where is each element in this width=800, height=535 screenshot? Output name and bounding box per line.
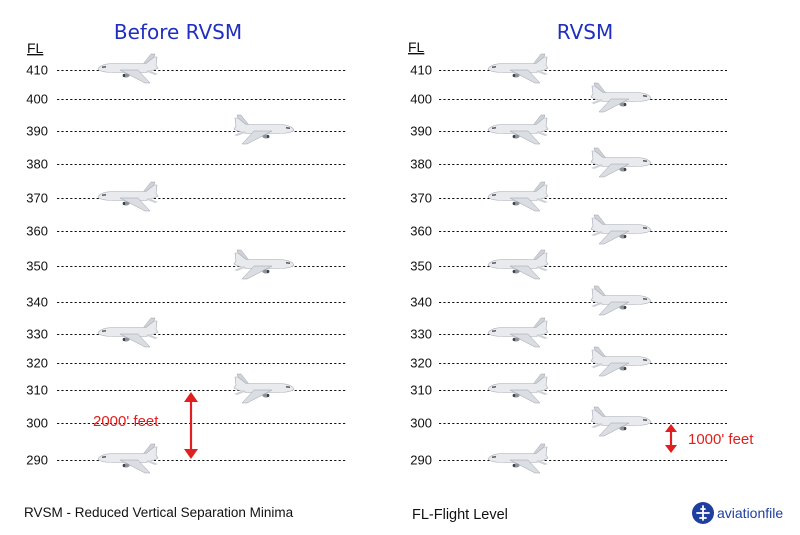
flight-level-row: 310 [26, 374, 346, 403]
flight-level-label: 350 [410, 259, 432, 274]
airplane-eastbound-icon [234, 374, 294, 403]
flight-level-label: 400 [410, 92, 432, 107]
separation-arrow [665, 424, 677, 453]
flight-level-row: 370 [26, 181, 346, 212]
flight-level-label: 390 [26, 124, 48, 139]
airplane-eastbound-icon [591, 347, 651, 376]
fl-header: FL [27, 40, 44, 56]
airplane-westbound-icon [97, 443, 159, 474]
airplane-westbound-icon [487, 317, 549, 348]
airplane-westbound-icon [487, 249, 549, 280]
flight-level-label: 410 [410, 63, 432, 78]
airplane-westbound-icon [487, 181, 549, 212]
brand-name: aviationfile [717, 505, 783, 521]
arrow-up-icon [665, 424, 677, 432]
flight-level-row: 380 [26, 157, 346, 172]
flight-level-row: 340 [26, 295, 346, 310]
flight-level-row: 390 [410, 114, 727, 145]
airplane-westbound-icon [487, 373, 549, 404]
panel-title: RVSM [557, 20, 613, 44]
airplane-westbound-icon [97, 53, 159, 84]
panel-rvsm: RVSM FL 410 400 390 380 370 360 350 340 330 320 31… [408, 20, 754, 474]
flight-level-label: 300 [26, 416, 48, 431]
flight-level-label: 370 [26, 191, 48, 206]
airplane-westbound-icon [487, 53, 549, 84]
flight-level-row: 300 [410, 407, 727, 436]
flight-level-row: 380 [410, 148, 727, 177]
flight-level-row: 300 [26, 416, 346, 431]
airplane-eastbound-icon [234, 250, 294, 279]
airplane-eastbound-icon [591, 286, 651, 315]
airplane-westbound-icon [97, 317, 159, 348]
arrow-up-icon [184, 392, 198, 402]
panel-before-rvsm: Before RVSM FL 410 400 390 380 370 360 350 340 3… [26, 20, 346, 474]
airplane-westbound-icon [97, 181, 159, 212]
flight-level-label: 360 [26, 224, 48, 239]
flight-level-label: 330 [410, 327, 432, 342]
airplane-westbound-icon [487, 443, 549, 474]
arrow-down-icon [665, 445, 677, 453]
flight-level-row: 340 [410, 286, 727, 315]
flight-level-label: 380 [26, 157, 48, 172]
flight-level-row: 410 [26, 53, 346, 84]
flight-level-label: 320 [26, 356, 48, 371]
flight-level-row: 320 [26, 356, 346, 371]
fl-definition: FL-Flight Level [412, 507, 508, 523]
separation-arrow [184, 392, 198, 459]
flight-level-label: 360 [410, 224, 432, 239]
flight-level-row: 330 [26, 317, 346, 348]
flight-level-row: 400 [410, 83, 727, 112]
airplane-eastbound-icon [591, 407, 651, 436]
flight-level-row: 410 [410, 53, 727, 84]
flight-level-label: 300 [410, 416, 432, 431]
flight-level-label: 390 [410, 124, 432, 139]
airplane-westbound-icon [487, 114, 549, 145]
flight-level-list: 410 400 390 380 370 360 350 340 330 320 310 300 290 [26, 53, 346, 474]
airplane-eastbound-icon [591, 83, 651, 112]
airplane-eastbound-icon [234, 115, 294, 144]
flight-level-label: 410 [26, 63, 48, 78]
flight-level-row: 350 [410, 249, 727, 280]
airplane-eastbound-icon [591, 148, 651, 177]
flight-level-row: 400 [26, 92, 346, 107]
airplane-eastbound-icon [591, 215, 651, 244]
panel-title: Before RVSM [114, 20, 242, 44]
flight-level-label: 290 [26, 453, 48, 468]
flight-level-label: 340 [410, 295, 432, 310]
airplane-glyph [696, 505, 710, 521]
brand-logo: aviationfile [692, 502, 783, 524]
flight-level-row: 290 [26, 443, 346, 474]
separation-label: 1000' feet [688, 431, 754, 448]
flight-level-row: 390 [26, 115, 346, 144]
flight-level-label: 350 [26, 259, 48, 274]
flight-level-row: 370 [410, 181, 727, 212]
flight-level-label: 290 [410, 453, 432, 468]
flight-level-label: 320 [410, 356, 432, 371]
flight-level-label: 380 [410, 157, 432, 172]
flight-level-row: 330 [410, 317, 727, 348]
flight-level-row: 360 [26, 224, 346, 239]
flight-level-row: 350 [26, 250, 346, 279]
flight-level-row: 290 [410, 443, 727, 474]
flight-level-label: 310 [410, 383, 432, 398]
flight-level-label: 400 [26, 92, 48, 107]
rvsm-definition: RVSM - Reduced Vertical Separation Minim… [24, 505, 294, 520]
flight-level-label: 340 [26, 295, 48, 310]
separation-label: 2000' feet [93, 413, 159, 430]
flight-level-label: 310 [26, 383, 48, 398]
flight-level-list: 410 400 390 380 370 360 350 340 330 320 310 300 290 [410, 53, 727, 474]
arrow-down-icon [184, 449, 198, 459]
fl-header: FL [408, 39, 425, 55]
flight-level-row: 310 [410, 373, 727, 404]
flight-level-label: 370 [410, 191, 432, 206]
flight-level-row: 360 [410, 215, 727, 244]
flight-level-label: 330 [26, 327, 48, 342]
flight-level-row: 320 [410, 347, 727, 376]
